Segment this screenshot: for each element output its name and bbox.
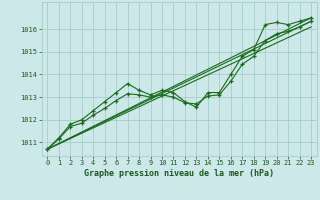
X-axis label: Graphe pression niveau de la mer (hPa): Graphe pression niveau de la mer (hPa) [84,169,274,178]
